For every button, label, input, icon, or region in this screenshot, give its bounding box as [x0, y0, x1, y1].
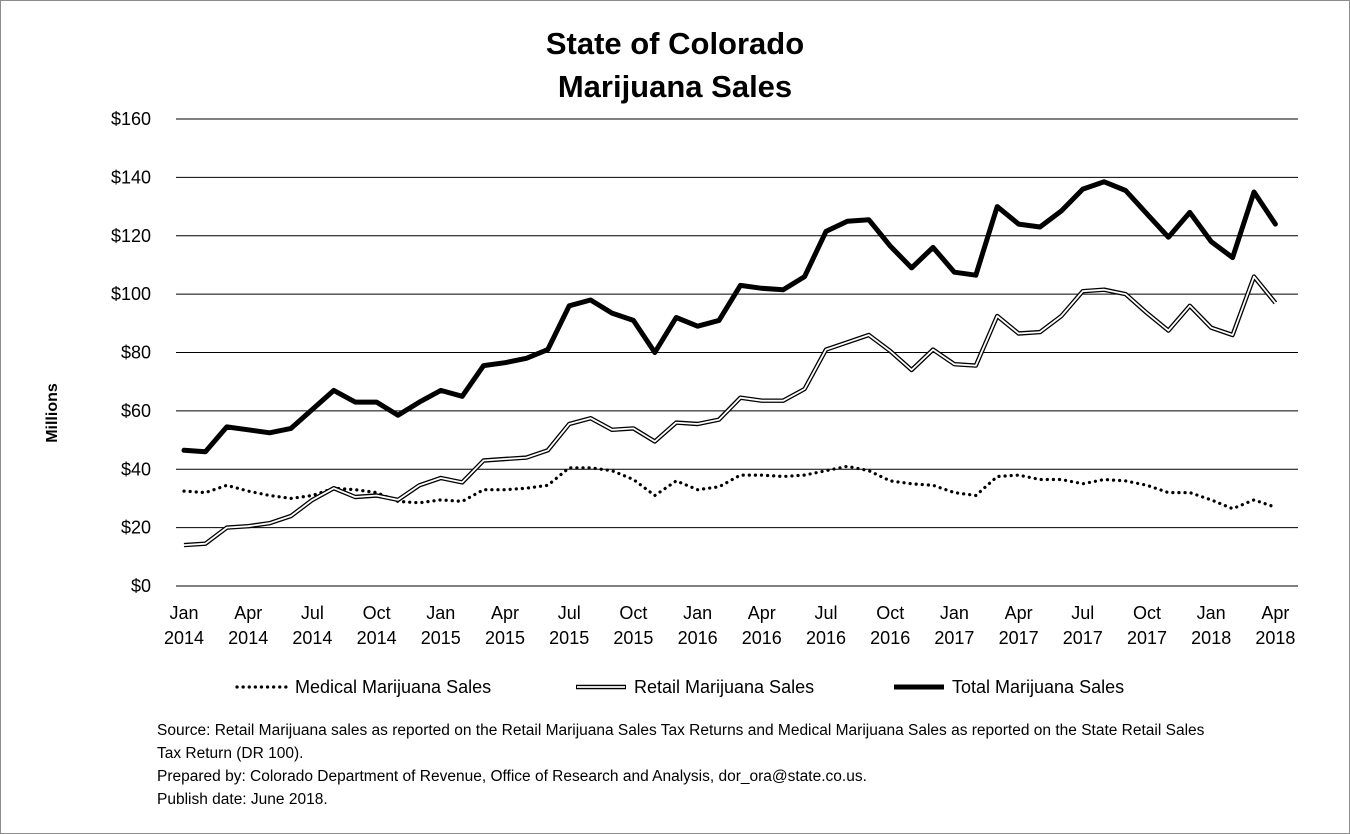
x-tick-label-month: Jul	[814, 603, 837, 623]
source-note-line-2: Tax Return (DR 100).	[157, 745, 304, 762]
legend-label-retail-marijuana-sales: Retail Marijuana Sales	[634, 677, 814, 697]
x-tick-label-year: 2018	[1191, 628, 1231, 648]
x-tick-label-month: Jan	[683, 603, 712, 623]
x-tick-label-month: Oct	[876, 603, 904, 623]
legend: Medical Marijuana Sales Retail Marijuana …	[235, 677, 1124, 697]
total-marijuana-sales-line	[181, 179, 1278, 455]
x-tick-label-year: 2014	[228, 628, 268, 648]
x-tick-label-month: Jan	[426, 603, 455, 623]
x-tick-label-year: 2014	[357, 628, 397, 648]
x-tick-label-month: Apr	[491, 603, 519, 623]
prepared-by-note: Prepared by: Colorado Department of Reve…	[157, 768, 867, 785]
x-tick-label-month: Jan	[940, 603, 969, 623]
x-tick-label-year: 2017	[1063, 628, 1103, 648]
y-tick-label: $120	[111, 226, 151, 246]
data-series	[181, 179, 1278, 548]
x-tick-label-month: Oct	[619, 603, 647, 623]
legend-label-total-marijuana-sales: Total Marijuana Sales	[952, 677, 1124, 697]
marijuana-sales-line-chart: State of Colorado Marijuana Sales Millio…	[44, 26, 1298, 697]
x-tick-label-year: 2015	[549, 628, 589, 648]
x-tick-label-month: Apr	[1005, 603, 1033, 623]
y-tick-label: $100	[111, 284, 151, 304]
x-tick-label-year: 2017	[1127, 628, 1167, 648]
x-tick-label-year: 2015	[485, 628, 525, 648]
gridlines	[176, 118, 1298, 529]
x-tick-label-year: 2017	[999, 628, 1039, 648]
x-tick-label-month: Jan	[169, 603, 198, 623]
x-tick-label-month: Jul	[1071, 603, 1094, 623]
x-tick-label-year: 2015	[421, 628, 461, 648]
medical-marijuana-sales-line	[182, 464, 1278, 511]
x-tick-label-year: 2016	[806, 628, 846, 648]
x-tick-label-year: 2018	[1255, 628, 1295, 648]
publish-date-note: Publish date: June 2018.	[157, 791, 328, 808]
x-tick-label-month: Oct	[363, 603, 391, 623]
x-tick-label-month: Apr	[234, 603, 262, 623]
y-tick-label: $20	[121, 518, 151, 538]
x-tick-label-year: 2015	[613, 628, 653, 648]
x-axis: Jan 2014 Apr 2014 Jul 2014 Oct 2014 Jan 2015 Apr 20…	[164, 585, 1298, 648]
retail-marijuana-sales-inner	[183, 275, 1277, 546]
y-tick-label: $80	[121, 343, 151, 363]
x-tick-label-month: Jul	[558, 603, 581, 623]
retail-marijuana-sales-line	[183, 274, 1278, 548]
x-tick-label-month: Apr	[1261, 603, 1289, 623]
x-tick-label-year: 2016	[870, 628, 910, 648]
legend-label-medical-marijuana-sales: Medical Marijuana Sales	[295, 677, 491, 697]
chart-title-line-1: State of Colorado	[546, 26, 804, 61]
y-tick-label: $40	[121, 459, 151, 479]
chart-title-line-2: Marijuana Sales	[558, 69, 792, 104]
x-tick-label-year: 2016	[678, 628, 718, 648]
y-tick-label: $0	[131, 576, 151, 596]
x-tick-label-year: 2014	[164, 628, 204, 648]
x-tick-label-year: 2014	[292, 628, 332, 648]
x-tick-label-month: Oct	[1133, 603, 1161, 623]
x-tick-label-year: 2016	[742, 628, 782, 648]
y-axis-label: Millions	[44, 383, 61, 443]
footnotes: Source: Retail Marijuana sales as report…	[157, 719, 1317, 811]
y-tick-label: $160	[111, 109, 151, 129]
x-tick-label-month: Jan	[1197, 603, 1226, 623]
y-tick-labels: $0 $20 $40 $60 $80 $100 $120 $140 $160	[111, 109, 151, 596]
source-note-line-1: Source: Retail Marijuana sales as report…	[157, 722, 1205, 739]
x-tick-label-month: Apr	[748, 603, 776, 623]
x-tick-label-month: Jul	[301, 603, 324, 623]
y-tick-label: $60	[121, 401, 151, 421]
y-tick-label: $140	[111, 167, 151, 187]
x-tick-label-year: 2017	[934, 628, 974, 648]
